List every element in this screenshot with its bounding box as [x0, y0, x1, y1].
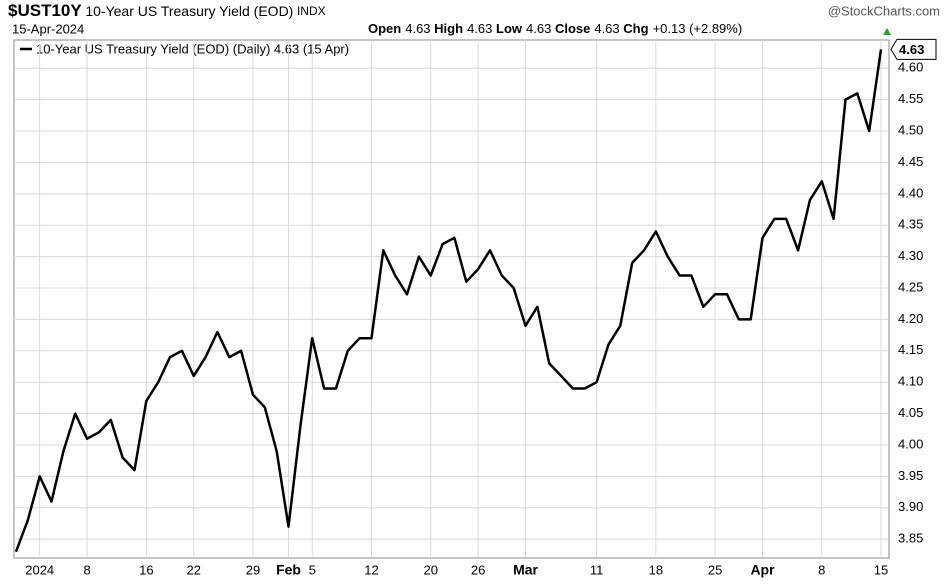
stat-value: 4.63 — [526, 21, 551, 36]
y-tick-label: 4.00 — [898, 436, 923, 451]
stat-label: Chg — [623, 21, 648, 36]
x-tick-label: 20 — [423, 562, 437, 577]
y-tick-label: 4.55 — [898, 91, 923, 106]
y-tick-label: 4.05 — [898, 405, 923, 420]
legend-label: 10-Year US Treasury Yield (EOD) (Daily) … — [36, 41, 349, 56]
x-tick-label: Mar — [513, 562, 538, 578]
y-tick-label: 3.90 — [898, 499, 923, 514]
y-tick-label: 4.40 — [898, 185, 923, 200]
x-tick-label: 11 — [590, 562, 604, 577]
stat-value: 4.63 — [405, 21, 430, 36]
y-tick-label: 4.50 — [898, 122, 923, 137]
exchange: INDX — [297, 4, 326, 18]
y-tick-label: 4.25 — [898, 279, 923, 294]
plot-frame — [13, 39, 890, 559]
y-tick-label: 4.20 — [898, 311, 923, 326]
y-tick-label: 4.10 — [898, 374, 923, 389]
x-tick-label: 12 — [364, 562, 378, 577]
x-tick-label: 29 — [246, 562, 260, 577]
y-tick-label: 3.85 — [898, 531, 923, 546]
up-arrow — [883, 28, 891, 35]
x-tick-label: 5 — [309, 562, 316, 577]
stat-label: High — [434, 21, 463, 36]
x-tick-label: 22 — [187, 562, 201, 577]
watermark: @StockCharts.com — [828, 3, 940, 18]
x-tick-label: 2024 — [25, 562, 54, 577]
x-tick-label: 25 — [708, 562, 722, 577]
stat-value: +0.13 (+2.89%) — [653, 21, 743, 36]
y-tick-label: 4.45 — [898, 154, 923, 169]
price-line — [14, 49, 883, 553]
stat-value: 4.63 — [594, 21, 619, 36]
y-tick-label: 4.30 — [898, 248, 923, 263]
x-tick-label: 8 — [818, 562, 825, 577]
x-tick-label: Feb — [276, 562, 301, 578]
symbol: $UST10Y — [8, 1, 82, 20]
stats: Open 4.63 High 4.63 Low 4.63 Close 4.63 Chg +… — [368, 21, 742, 36]
y-tick-label: 4.35 — [898, 217, 923, 232]
y-tick-label: 3.95 — [898, 468, 923, 483]
stat-label: Close — [555, 21, 590, 36]
date: 15-Apr-2024 — [12, 21, 84, 36]
x-tick-label: 15 — [874, 562, 888, 577]
stat-value: 4.63 — [467, 21, 492, 36]
x-tick-label: 18 — [649, 562, 663, 577]
stat-label: Low — [496, 21, 523, 36]
y-tick-label: 4.60 — [898, 60, 923, 75]
x-tick-label: Apr — [750, 562, 775, 578]
chart-header: $UST10Y 10-Year US Treasury Yield (EOD) … — [8, 1, 326, 20]
x-tick-label: 26 — [471, 562, 485, 577]
x-tick-label: 8 — [83, 562, 90, 577]
instrument-name: 10-Year US Treasury Yield (EOD) — [85, 3, 293, 19]
last-value-tag — [890, 38, 937, 60]
x-tick-label: 16 — [139, 562, 153, 577]
stat-label: Open — [368, 21, 401, 36]
y-tick-label: 4.15 — [898, 342, 923, 357]
last-value-label: 4.63 — [899, 42, 924, 57]
